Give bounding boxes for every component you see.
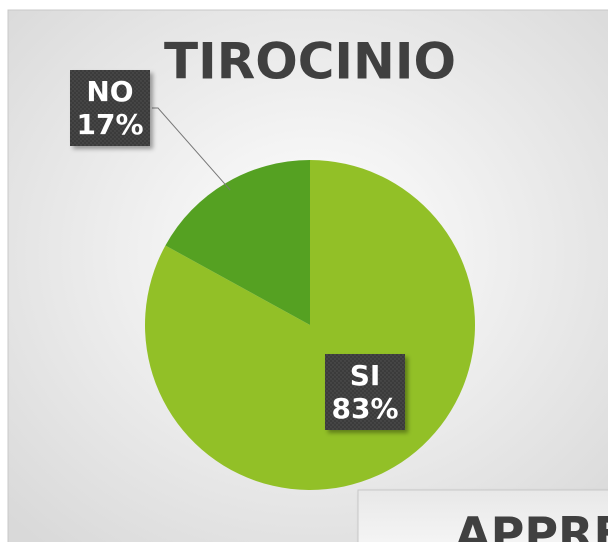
- category-label: NO: [86, 75, 133, 108]
- category-label: SI: [350, 359, 381, 392]
- pie: [144, 160, 475, 490]
- chart-title: TIROCINIO: [164, 33, 456, 91]
- value-label: 17%: [76, 108, 143, 141]
- second-panel-title: APPRE: [455, 507, 608, 542]
- pie-slice: [165, 160, 310, 325]
- leader-line: [152, 107, 231, 191]
- label-box: [70, 70, 150, 146]
- value-label: 83%: [331, 392, 398, 425]
- second-panel: [357, 489, 608, 542]
- label-box: [325, 354, 405, 430]
